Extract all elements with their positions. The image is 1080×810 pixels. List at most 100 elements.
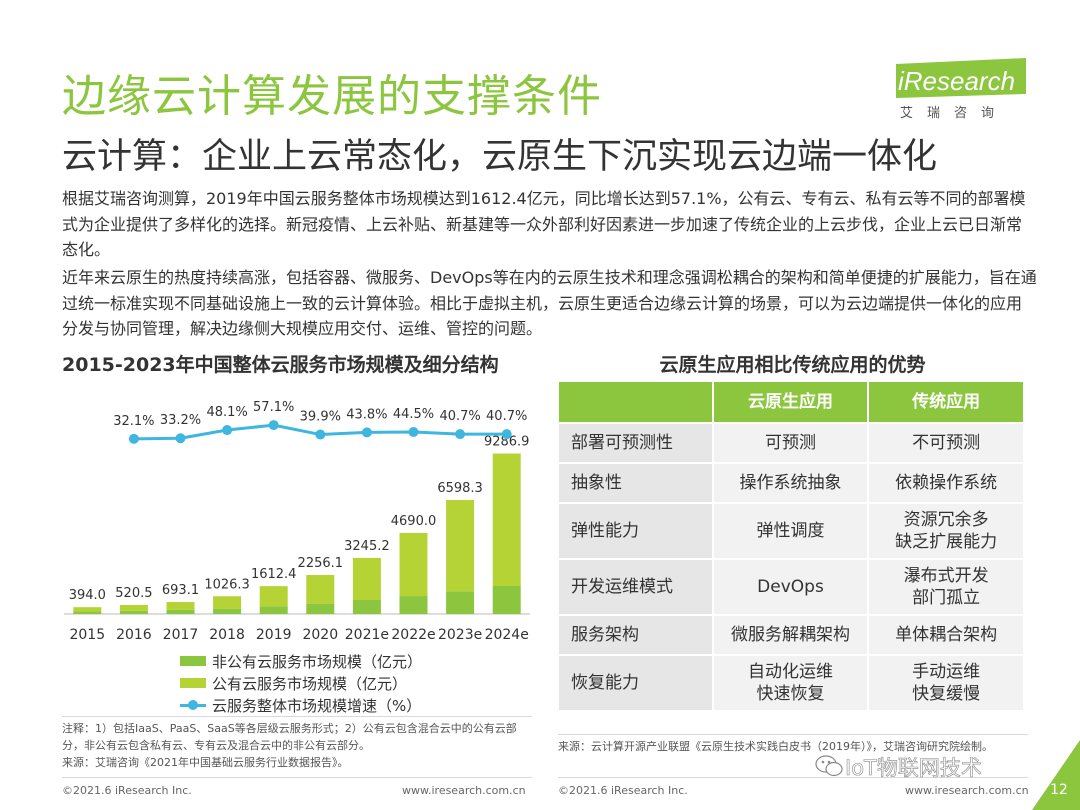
x-tick-label: 2021e <box>345 627 389 643</box>
legend-label-nonpublic: 非公有云服务市场规模（亿元） <box>212 652 423 671</box>
table-cell-cloud: 弹性调度 <box>713 504 868 558</box>
table-row-label: 恢复能力 <box>559 656 712 710</box>
footer-copyright-left: ©2021.6 iResearch Inc. <box>62 784 192 797</box>
legend-label-growth: 云服务整体市场规模增速（%） <box>212 696 422 715</box>
legend-label-public: 公有云服务市场规模（亿元） <box>212 674 408 693</box>
table-row-label: 部署可预测性 <box>559 424 712 462</box>
legend-item-public: 公有云服务市场规模（亿元） <box>180 672 422 694</box>
legend-item-nonpublic: 非公有云服务市场规模（亿元） <box>180 650 422 672</box>
x-tick-label: 2015 <box>69 627 105 643</box>
table-row: 部署可预测性 可预测 不可预测 <box>559 424 1023 462</box>
bar-total-label: 3245.2 <box>344 539 390 554</box>
x-tick-label: 2017 <box>163 627 199 643</box>
table-cell-traditional: 资源冗余多 缺乏扩展能力 <box>869 504 1023 558</box>
bar-total-label: 6598.3 <box>437 481 483 496</box>
bar-total-label: 1612.4 <box>251 567 297 582</box>
table-row-label: 服务架构 <box>559 616 712 654</box>
growth-point <box>128 433 139 444</box>
growth-label: 39.9% <box>300 410 341 425</box>
logo-word-text: iResearch <box>898 66 1015 96</box>
legend-swatch-public <box>180 678 206 688</box>
growth-label: 44.5% <box>393 407 434 422</box>
bar-total-label: 693.1 <box>162 583 199 598</box>
footer-url-left[interactable]: www.iresearch.com.cn <box>402 784 526 797</box>
bar-total-label: 1026.3 <box>204 577 250 592</box>
table-cell-traditional: 单体耦合架构 <box>869 616 1023 654</box>
growth-point <box>315 429 326 440</box>
chart-source-text: 来源：艾瑞咨询《2021年中国基础云服务行业数据报告》。 <box>62 756 349 769</box>
wechat-icon <box>815 755 843 777</box>
table-source-text: 来源：云计算开源产业联盟《云原生技术实践白皮书（2019年）》，艾瑞咨询研究院绘… <box>558 740 993 753</box>
footer-divider-left <box>62 777 532 778</box>
growth-point <box>222 425 233 436</box>
table-cell-traditional: 不可预测 <box>869 424 1023 462</box>
table-cell-traditional: 手动运维 快复缓慢 <box>869 656 1023 710</box>
table-row-label: 抽象性 <box>559 464 712 502</box>
x-tick-label: 2018 <box>209 627 245 643</box>
chart-divider <box>62 716 532 717</box>
bar-nonpublic <box>166 609 195 614</box>
table-row: 服务架构 微服务解耦架构 单体耦合架构 <box>559 616 1023 654</box>
growth-label: 32.1% <box>113 414 154 429</box>
bar-total-label: 394.0 <box>69 588 106 603</box>
body-paragraph-1: 根据艾瑞咨询测算，2019年中国云服务整体市场规模达到1612.4亿元，同比增长… <box>62 189 1026 259</box>
chart-legend: 非公有云服务市场规模（亿元） 公有云服务市场规模（亿元） 云服务整体市场规模增速… <box>180 650 422 716</box>
footer-copyright-right: ©2021.6 iResearch Inc. <box>558 784 688 797</box>
growth-label: 43.8% <box>346 407 387 422</box>
table-header-row: 云原生应用 传统应用 <box>559 382 1023 422</box>
logo-cn-text: 艾瑞咨询 <box>900 106 1009 121</box>
bar-public <box>73 607 102 612</box>
growth-point <box>455 429 466 440</box>
growth-point <box>408 427 419 438</box>
table-row: 弹性能力 弹性调度 资源冗余多 缺乏扩展能力 <box>559 504 1023 558</box>
table-divider <box>558 734 1028 735</box>
bar-public <box>306 575 335 604</box>
bar-nonpublic <box>306 603 335 614</box>
market-size-chart: 394.0 2015 520.5 2016 693.1 2017 1026.3 2018 161… <box>64 400 530 643</box>
growth-point <box>361 427 372 438</box>
table-row-label: 开发运维模式 <box>559 560 712 614</box>
bar-total-label: 4690.0 <box>391 514 437 529</box>
table-cell-cloud: DevOps <box>713 560 868 614</box>
bar-public <box>213 596 242 609</box>
table-cell-traditional: 依赖操作系统 <box>869 464 1023 502</box>
footer-url-right[interactable]: www.iresearch.com.cn <box>905 784 1029 797</box>
x-tick-label: 2023e <box>438 627 482 643</box>
bar-total-label: 520.5 <box>115 586 152 601</box>
bar-public <box>119 605 148 611</box>
table-cell-cloud: 自动化运维 快速恢复 <box>713 656 868 710</box>
legend-swatch-nonpublic <box>180 656 206 666</box>
page-title: 边缘云计算发展的支撑条件 <box>62 71 602 122</box>
table-header-blank <box>559 382 712 422</box>
table-cell-cloud: 可预测 <box>713 424 868 462</box>
x-tick-label: 2016 <box>116 627 152 643</box>
bar-nonpublic <box>352 600 381 614</box>
x-tick-label: 2024e <box>485 627 529 643</box>
bar-nonpublic <box>213 608 242 614</box>
bar-public <box>259 586 288 607</box>
bar-nonpublic <box>259 606 288 614</box>
table-row: 恢复能力 自动化运维 快速恢复 手动运维 快复缓慢 <box>559 656 1023 710</box>
x-tick-label: 2019 <box>256 627 292 643</box>
bar-nonpublic <box>73 611 102 614</box>
x-tick-label: 2022e <box>391 627 435 643</box>
table-title: 云原生应用相比传统应用的优势 <box>659 354 926 376</box>
bar-nonpublic <box>492 586 521 614</box>
bar-nonpublic <box>399 596 428 614</box>
growth-label: 40.7% <box>439 409 480 424</box>
growth-point <box>501 429 512 440</box>
page-number: 12 <box>1050 782 1068 798</box>
table-row: 开发运维模式 DevOps 瀑布式开发 部门孤立 <box>559 560 1023 614</box>
growth-point <box>175 433 186 444</box>
bar-public <box>446 499 475 592</box>
bar-public <box>492 453 521 587</box>
bar-nonpublic <box>119 610 148 614</box>
bar-public <box>399 532 428 597</box>
bar-nonpublic <box>446 591 475 614</box>
page-subtitle: 云计算：企业上云常态化，云原生下沉实现云边端一体化 <box>62 137 938 177</box>
comparison-table: 云原生应用 传统应用 部署可预测性 可预测 不可预测 抽象性 操作系统抽象 依赖操作系统弹… <box>557 380 1025 712</box>
x-tick-label: 2020 <box>302 627 338 643</box>
bar-public <box>352 557 381 601</box>
bar-total-label: 2256.1 <box>298 556 344 571</box>
table-header-cloud: 云原生应用 <box>713 382 868 422</box>
